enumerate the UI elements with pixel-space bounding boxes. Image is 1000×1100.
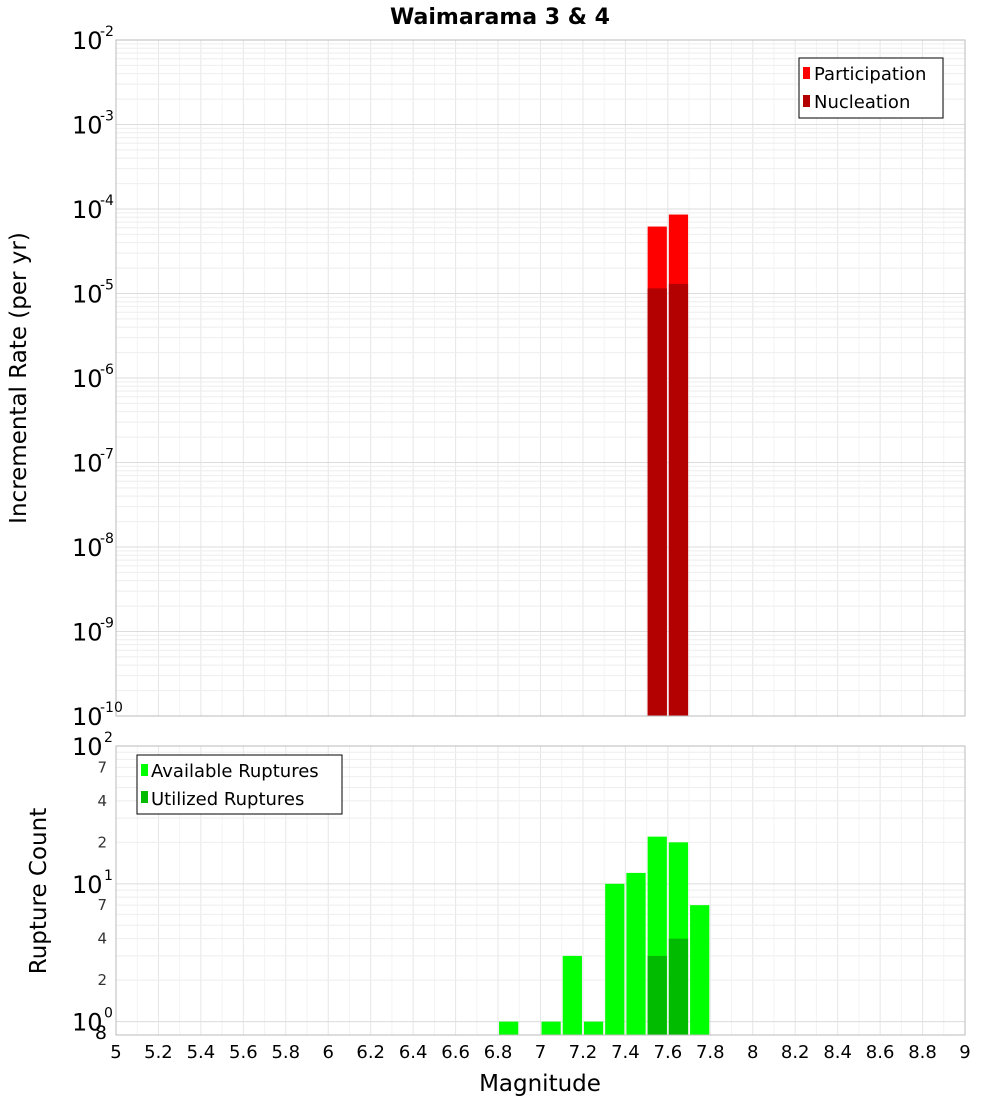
count-y-tick-exponent: 1 <box>104 868 113 884</box>
rate-y-tick-exponent: -6 <box>100 362 114 378</box>
count-grid <box>115 745 966 1035</box>
count-y-tick-label: 10 <box>72 871 103 899</box>
rate-y-tick-exponent: -8 <box>100 531 114 547</box>
magnitude-x-tick-label: 5 <box>110 1042 121 1063</box>
rate-bars <box>647 214 689 716</box>
magnitude-x-tick-label: 8 <box>747 1042 758 1063</box>
count-y-minor-tick-label: 7 <box>97 758 107 776</box>
chart-title: Waimarama 3 & 4 <box>390 5 610 30</box>
count-y-axis-label: Rupture Count <box>26 808 52 974</box>
count-y-minor-tick-label: 4 <box>97 792 107 810</box>
magnitude-x-tick-label: 6.2 <box>356 1042 385 1063</box>
rate-y-tick-label: 10 <box>72 619 103 647</box>
available-ruptures-bar <box>541 1021 561 1035</box>
rate-y-tick-label: 10 <box>72 196 103 224</box>
magnitude-x-tick-label: 6.8 <box>484 1042 513 1063</box>
magnitude-x-tick-label: 7.8 <box>696 1042 725 1063</box>
count-y-tick-label: 10 <box>72 1009 103 1037</box>
rate-y-tick-exponent: -10 <box>100 700 123 716</box>
count-y-minor-tick-label: 7 <box>97 896 107 914</box>
magnitude-x-ticks: 5 5.2 5.4 5.6 5.8 6 6.2 6.4 6.6 6.8 7 7.2 7.4 7.6 7.8 8… <box>110 1042 970 1063</box>
available-legend-label: Available Ruptures <box>151 761 319 782</box>
rate-plot-frame <box>115 39 966 717</box>
count-bars <box>499 836 710 1035</box>
utilized-ruptures-bar <box>647 955 667 1035</box>
rate-y-tick-exponent: -2 <box>100 24 114 40</box>
magnitude-x-tick-label: 9 <box>959 1042 970 1063</box>
available-legend-swatch <box>141 764 148 776</box>
nucleation-bar <box>668 283 689 716</box>
rate-y-tick-exponent: -5 <box>100 278 114 294</box>
count-y-minor-tick-label: 4 <box>97 930 107 948</box>
magnitude-x-axis-label: Magnitude <box>479 1071 601 1097</box>
count-plot-frame <box>115 745 966 1036</box>
count-legend-box <box>136 754 343 815</box>
magnitude-x-tick-label: 8.2 <box>781 1042 810 1063</box>
magnitude-x-tick-label: 7.2 <box>569 1042 598 1063</box>
rate-y-tick-label: 10 <box>72 534 103 562</box>
participation-legend-label: Participation <box>814 64 926 85</box>
rate-y-axis-label: Incremental Rate (per yr) <box>6 232 32 524</box>
magnitude-x-tick-label: 5.6 <box>229 1042 258 1063</box>
rate-panel: 10-210-310-410-510-610-710-810-910-10 In… <box>6 24 966 731</box>
magnitude-x-tick-label: 5.8 <box>271 1042 300 1063</box>
magnitude-x-tick-label: 5.2 <box>144 1042 173 1063</box>
utilized-ruptures-bar <box>668 938 689 1035</box>
rate-y-tick-exponent: -7 <box>100 447 114 463</box>
magnitude-x-tick-label: 8.6 <box>866 1042 895 1063</box>
count-y-minor-tick-label: 2 <box>97 971 107 989</box>
rate-legend-box <box>798 57 944 119</box>
count-y-tick-exponent: 2 <box>104 730 113 746</box>
rate-legend: Participation Nucleation <box>798 57 944 119</box>
magnitude-x-tick-label: 5.4 <box>187 1042 216 1063</box>
rate-y-tick-label: 10 <box>72 703 103 731</box>
nucleation-legend-label: Nucleation <box>814 92 910 113</box>
available-ruptures-bar <box>690 905 710 1035</box>
available-ruptures-bar <box>626 872 646 1035</box>
rate-y-tick-exponent: -9 <box>100 616 114 632</box>
available-ruptures-bar <box>499 1021 519 1035</box>
magnitude-x-tick-label: 6.4 <box>399 1042 428 1063</box>
rate-y-tick-label: 10 <box>72 112 103 140</box>
available-ruptures-bar <box>583 1021 604 1035</box>
rate-y-ticks: 10-210-310-410-510-610-710-810-910-10 <box>72 24 123 731</box>
count-y-minor-tick-label: 8 <box>95 1022 107 1044</box>
rate-y-tick-label: 10 <box>72 450 103 478</box>
rate-grid <box>115 40 966 717</box>
available-ruptures-bar <box>562 955 582 1035</box>
rate-y-tick-exponent: -4 <box>100 193 114 209</box>
rate-y-tick-exponent: -3 <box>100 109 114 125</box>
rate-y-tick-label: 10 <box>72 365 103 393</box>
magnitude-x-tick-label: 7.6 <box>654 1042 683 1063</box>
count-y-tick-exponent: 0 <box>104 1006 113 1022</box>
count-y-minor-tick-label: 2 <box>97 833 107 851</box>
magnitude-x-tick-label: 7 <box>535 1042 546 1063</box>
rate-y-tick-label: 10 <box>72 281 103 309</box>
magnitude-x-tick-label: 7.4 <box>611 1042 640 1063</box>
count-legend: Available Ruptures Utilized Ruptures <box>136 754 343 815</box>
magnitude-x-tick-label: 8.4 <box>823 1042 852 1063</box>
nucleation-bar <box>647 288 667 716</box>
count-y-tick-label: 10 <box>72 733 103 761</box>
nucleation-legend-swatch <box>803 95 810 107</box>
utilized-legend-label: Utilized Ruptures <box>151 789 304 810</box>
available-ruptures-bar <box>605 883 625 1035</box>
utilized-legend-swatch <box>141 791 148 803</box>
magnitude-x-tick-label: 6.6 <box>441 1042 470 1063</box>
participation-legend-swatch <box>803 67 810 79</box>
magnitude-x-tick-label: 8.8 <box>908 1042 937 1063</box>
rate-y-tick-label: 10 <box>72 27 103 55</box>
magnitude-x-tick-label: 6 <box>323 1042 334 1063</box>
